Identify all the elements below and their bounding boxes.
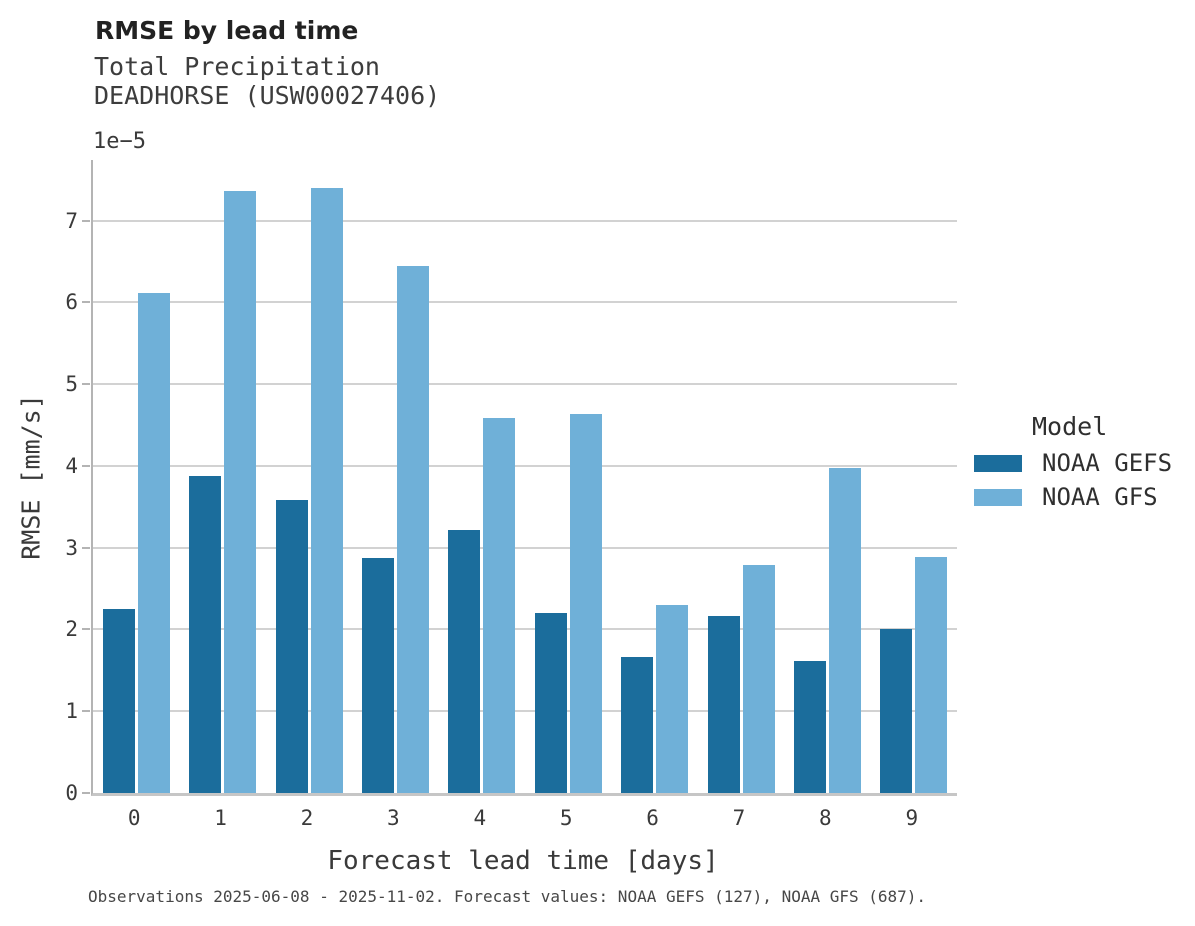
x-tick-label-5: 5 — [559, 806, 573, 830]
x-tick-label-9: 9 — [905, 806, 919, 830]
bar-noaa-gefs-lead-9 — [880, 629, 913, 793]
gridline-y-3 — [93, 546, 957, 549]
y-tick-mark-3 — [82, 546, 90, 549]
gridline-y-5 — [93, 383, 957, 386]
x-axis-label: Forecast lead time [days] — [327, 846, 719, 876]
legend-entry-noaa-gfs: NOAA GFS — [974, 483, 1194, 517]
plot-area — [91, 160, 957, 796]
y-tick-mark-2 — [82, 628, 90, 631]
bar-noaa-gefs-lead-5 — [534, 613, 567, 793]
y-tick-mark-1 — [82, 710, 90, 713]
x-tick-label-7: 7 — [732, 806, 746, 830]
gridline-y-4 — [93, 464, 957, 467]
bar-noaa-gefs-lead-3 — [361, 558, 394, 793]
bar-noaa-gfs-lead-3 — [396, 265, 429, 793]
gridline-y-1 — [93, 710, 957, 713]
legend-entry-noaa-gefs: NOAA GEFS — [974, 449, 1194, 483]
gridline-y-6 — [93, 301, 957, 304]
x-tick-label-1: 1 — [214, 806, 227, 830]
legend-swatch-icon — [974, 454, 1022, 472]
y-tick-mark-5 — [82, 383, 90, 386]
bar-noaa-gfs-lead-5 — [569, 414, 602, 793]
y-tick-mark-0 — [82, 792, 90, 794]
legend-swatch-icon — [974, 488, 1022, 506]
bar-noaa-gefs-lead-0 — [102, 609, 135, 793]
bar-noaa-gfs-lead-0 — [137, 293, 170, 793]
bar-noaa-gefs-lead-8 — [793, 660, 826, 793]
bar-noaa-gefs-lead-1 — [189, 475, 222, 793]
x-tick-label-2: 2 — [300, 806, 314, 830]
y-tick-mark-7 — [82, 219, 90, 222]
chart-subtitle-station: DEADHORSE (USW00027406) — [94, 81, 441, 110]
x-tick-label-3: 3 — [387, 806, 400, 830]
gridline-y-2 — [93, 628, 957, 631]
legend-label: NOAA GFS — [1042, 483, 1158, 511]
y-tick-mark-6 — [82, 301, 90, 304]
legend-title: Model — [1032, 412, 1108, 441]
bar-noaa-gfs-lead-4 — [483, 417, 516, 793]
bar-noaa-gfs-lead-1 — [224, 191, 257, 793]
y-tick-label-3: 3 — [65, 535, 78, 560]
y-tick-label-1: 1 — [65, 699, 78, 724]
y-tick-label-4: 4 — [65, 453, 78, 478]
y-tick-label-7: 7 — [65, 208, 78, 233]
chart-title: RMSE by lead time — [95, 16, 359, 45]
y-tick-label-0: 0 — [65, 781, 78, 805]
legend-entries: NOAA GEFS NOAA GFS — [974, 449, 1194, 517]
x-tick-label-4: 4 — [473, 806, 487, 830]
x-tick-label-6: 6 — [646, 806, 659, 830]
bar-noaa-gefs-lead-7 — [707, 616, 740, 793]
bar-noaa-gfs-lead-9 — [915, 557, 948, 793]
y-tick-mark-4 — [82, 464, 90, 467]
legend-label: NOAA GEFS — [1042, 449, 1173, 477]
bar-noaa-gefs-lead-4 — [448, 530, 481, 793]
y-tick-label-6: 6 — [65, 290, 78, 315]
y-axis-offset-label: 1e−5 — [93, 129, 146, 154]
bar-noaa-gfs-lead-8 — [828, 467, 861, 793]
y-tick-label-2: 2 — [65, 617, 78, 642]
bar-noaa-gfs-lead-2 — [310, 187, 343, 793]
bar-noaa-gefs-lead-6 — [621, 657, 654, 793]
bar-noaa-gefs-lead-2 — [275, 500, 308, 793]
x-tick-label-0: 0 — [127, 806, 141, 830]
legend: Model NOAA GEFS NOAA GFS — [974, 412, 1194, 517]
chart-subtitle-variable: Total Precipitation — [94, 52, 380, 81]
bar-noaa-gfs-lead-7 — [742, 564, 775, 793]
caption: Observations 2025-06-08 - 2025-11-02. Fo… — [88, 887, 927, 906]
x-tick-label-8: 8 — [819, 806, 832, 830]
y-tick-label-5: 5 — [65, 372, 78, 397]
bar-noaa-gfs-lead-6 — [656, 604, 689, 793]
gridline-y-7 — [93, 219, 957, 222]
